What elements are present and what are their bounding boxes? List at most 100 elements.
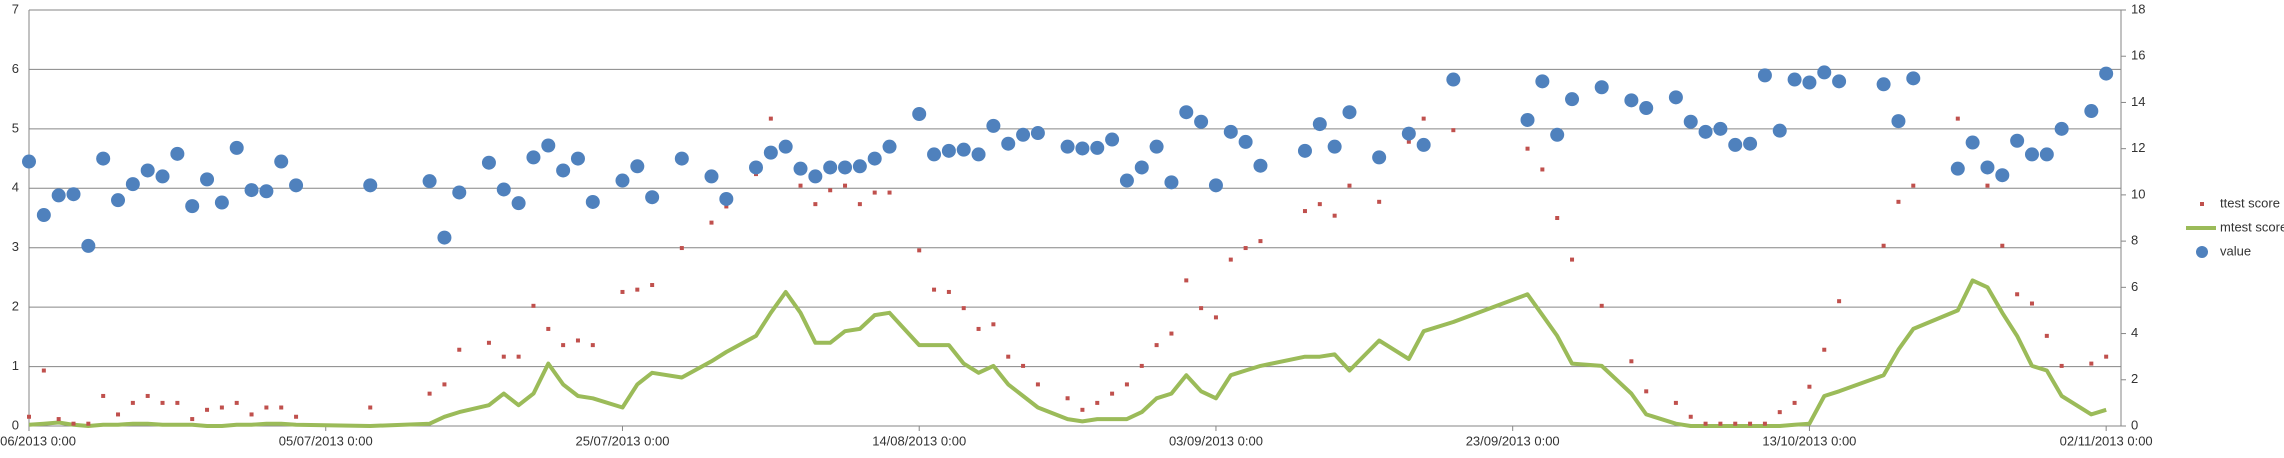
ttest-point bbox=[249, 412, 254, 417]
value-point bbox=[1030, 126, 1045, 141]
ttest-point bbox=[1911, 183, 1916, 188]
value-point bbox=[808, 169, 823, 184]
ttest-point bbox=[1629, 359, 1634, 364]
ttest-point bbox=[145, 393, 150, 398]
value-point bbox=[971, 147, 986, 162]
ttest-point bbox=[1896, 199, 1901, 204]
value-point bbox=[1876, 77, 1891, 92]
value-point bbox=[1223, 124, 1238, 139]
ttest-point bbox=[2015, 292, 2020, 297]
value-point bbox=[1238, 134, 1253, 149]
value-point bbox=[1535, 74, 1550, 89]
ttest-point bbox=[1525, 146, 1530, 151]
value-point bbox=[1372, 150, 1387, 165]
ttest-point bbox=[1213, 315, 1218, 320]
value-point bbox=[1906, 71, 1921, 86]
value-point bbox=[1832, 74, 1847, 89]
value-point bbox=[36, 208, 51, 223]
ttest-point bbox=[501, 354, 506, 359]
ttest-point bbox=[1985, 183, 1990, 188]
value-point bbox=[1134, 160, 1149, 175]
value-point bbox=[1401, 126, 1416, 141]
value-point bbox=[793, 161, 808, 176]
ttest-point bbox=[1006, 354, 1011, 359]
value-point bbox=[1105, 132, 1120, 147]
value-point bbox=[155, 169, 170, 184]
ttest-point bbox=[1377, 199, 1382, 204]
value-point bbox=[452, 185, 467, 200]
value-point bbox=[941, 143, 956, 158]
ttest-point bbox=[798, 183, 803, 188]
value-point bbox=[1060, 139, 1075, 154]
value-point bbox=[1149, 139, 1164, 154]
ttest-point bbox=[205, 407, 210, 412]
value-point bbox=[615, 173, 630, 188]
ttest-point bbox=[219, 405, 224, 410]
ttest-point bbox=[294, 414, 299, 419]
value-point bbox=[2054, 121, 2069, 136]
ttest-point bbox=[872, 190, 877, 195]
y2-tick-label: 18 bbox=[2131, 1, 2145, 16]
value-point bbox=[585, 194, 600, 209]
value-point bbox=[363, 178, 378, 193]
y-tick-label: 7 bbox=[12, 1, 19, 16]
ttest-point bbox=[175, 400, 180, 405]
y2-tick-label: 10 bbox=[2131, 186, 2145, 201]
value-point bbox=[1520, 112, 1535, 127]
value-point bbox=[1312, 117, 1327, 132]
ttest-point bbox=[86, 421, 91, 426]
value-point bbox=[570, 151, 585, 166]
value-point bbox=[1713, 121, 1728, 136]
ttest-point bbox=[427, 391, 432, 396]
ttest-point bbox=[1154, 343, 1159, 348]
ttest-point bbox=[768, 116, 773, 121]
ttest-point bbox=[442, 382, 447, 387]
value-point bbox=[1594, 80, 1609, 95]
legend-marker bbox=[2200, 202, 2204, 206]
value-point bbox=[1728, 137, 1743, 152]
y2-tick-label: 16 bbox=[2131, 48, 2145, 63]
ttest-point bbox=[1955, 116, 1960, 121]
ttest-point bbox=[1673, 400, 1678, 405]
value-point bbox=[422, 174, 437, 189]
ttest-point bbox=[575, 338, 580, 343]
ttest-point bbox=[368, 405, 373, 410]
value-point bbox=[66, 187, 81, 202]
ttest-point bbox=[71, 421, 76, 426]
value-point bbox=[2099, 66, 2114, 81]
mtest-line bbox=[28, 278, 2107, 428]
x-tick-label: 03/09/2013 0:00 bbox=[1169, 433, 1263, 448]
value-point bbox=[274, 154, 289, 169]
value-point bbox=[763, 145, 778, 160]
value-point bbox=[1090, 140, 1105, 155]
ttest-point bbox=[1347, 183, 1352, 188]
ttest-point bbox=[546, 326, 551, 331]
ttest-point bbox=[531, 303, 536, 308]
value-point bbox=[140, 163, 155, 178]
y-tick-label: 6 bbox=[12, 61, 19, 76]
ttest-point bbox=[2000, 243, 2005, 248]
value-point bbox=[289, 178, 304, 193]
value-point bbox=[1639, 101, 1654, 116]
ttest-point bbox=[1570, 257, 1575, 262]
y-tick-label: 3 bbox=[12, 239, 19, 254]
value-point bbox=[1624, 93, 1639, 108]
ttest-point bbox=[1228, 257, 1233, 262]
ttest-point bbox=[1258, 239, 1263, 244]
ttest-point bbox=[1748, 421, 1753, 426]
value-point bbox=[2024, 147, 2039, 162]
value-point bbox=[1668, 90, 1683, 105]
value-point bbox=[1965, 135, 1980, 150]
value-point bbox=[1743, 136, 1758, 151]
ttest-point bbox=[917, 248, 922, 253]
y2-tick-label: 0 bbox=[2131, 417, 2138, 432]
value-point bbox=[1787, 72, 1802, 87]
ttest-point bbox=[1124, 382, 1129, 387]
x-tick-label: 13/10/2013 0:00 bbox=[1762, 433, 1856, 448]
x-tick-label: 15/06/2013 0:00 bbox=[0, 433, 76, 448]
y-tick-label: 0 bbox=[12, 417, 19, 432]
legend-label: value bbox=[2220, 243, 2251, 258]
ttest-point bbox=[2059, 363, 2064, 368]
ttest-point bbox=[991, 322, 996, 327]
